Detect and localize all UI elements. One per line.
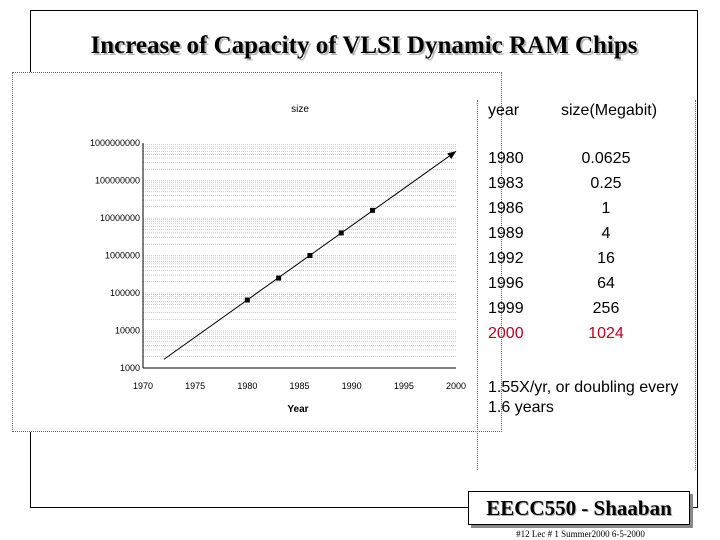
x-tick-label: 1980 — [237, 381, 257, 391]
year-column: 1980 1983 1986 1989 1992 1996 1999 2000 — [488, 146, 524, 346]
y-tick-label: 100000 — [110, 288, 140, 298]
y-tick-label: 10000000 — [100, 213, 140, 223]
size-cell: 1 — [601, 200, 611, 217]
size-column: 0.0625 0.25 1 4 16 64 256 1024 — [556, 146, 656, 346]
size-cell: 64 — [597, 275, 615, 292]
course-footer: EECC550 - Shaaban — [468, 491, 690, 525]
size-cell: 4 — [601, 225, 611, 242]
size-cell: 0.0625 — [581, 150, 631, 167]
year-cell: 2000 — [488, 325, 524, 342]
y-tick-label: 1000000000 — [90, 138, 140, 148]
year-cell: 1996 — [488, 275, 524, 292]
data-point — [307, 253, 313, 258]
size-header: size(Megabit) — [561, 102, 658, 119]
size-cell: 256 — [592, 300, 620, 317]
data-points — [244, 207, 376, 303]
year-cell: 1986 — [488, 200, 524, 217]
x-tick-label: 1995 — [394, 381, 414, 391]
year-cell: 1999 — [488, 300, 524, 317]
size-cell: 16 — [597, 250, 615, 267]
x-tick-label: 1970 — [133, 381, 153, 391]
chart-panel — [12, 72, 502, 432]
y-tick-label: 1000000 — [105, 251, 140, 261]
y-tick-labels: 1000 10000 100000 1000000 10000000 100000000 1… — [90, 138, 140, 373]
x-tick-label: 1985 — [289, 381, 309, 391]
slide-title: Increase of Capacity of VLSI Dynamic RAM… — [90, 32, 638, 59]
y-tick-label: 100000000 — [95, 176, 140, 186]
divider-line-right — [695, 100, 696, 470]
size-cell: 0.25 — [590, 175, 622, 192]
year-header: year — [488, 102, 520, 119]
lecture-footer: #12 Lec # 1 Summer2000 6-5-2000 — [516, 529, 645, 539]
x-axis-label: Year — [287, 404, 308, 415]
year-cell: 1989 — [488, 225, 524, 242]
data-point — [244, 297, 250, 303]
x-tick-label: 1975 — [185, 381, 205, 391]
year-cell: 1992 — [488, 250, 524, 267]
data-point — [370, 207, 376, 213]
grid — [143, 144, 456, 369]
data-point — [276, 275, 282, 281]
y-tick-label: 1000 — [120, 363, 140, 373]
chart-title: size — [291, 104, 309, 115]
divider-line — [477, 100, 478, 470]
x-tick-label: 2000 — [446, 381, 466, 391]
year-cell: 1980 — [488, 150, 524, 167]
year-cell: 1983 — [488, 175, 524, 192]
x-tick-labels: 1970 1975 1980 1985 1990 1995 2000 — [133, 381, 466, 391]
trend-arrowhead — [447, 151, 456, 159]
y-tick-label: 10000 — [115, 326, 140, 336]
size-cell: 1024 — [588, 325, 624, 342]
growth-note: 1.55X/yr, or doubling every 1.6 years — [488, 379, 679, 416]
axes — [142, 143, 456, 369]
data-point — [338, 230, 344, 236]
x-tick-label: 1990 — [342, 381, 362, 391]
